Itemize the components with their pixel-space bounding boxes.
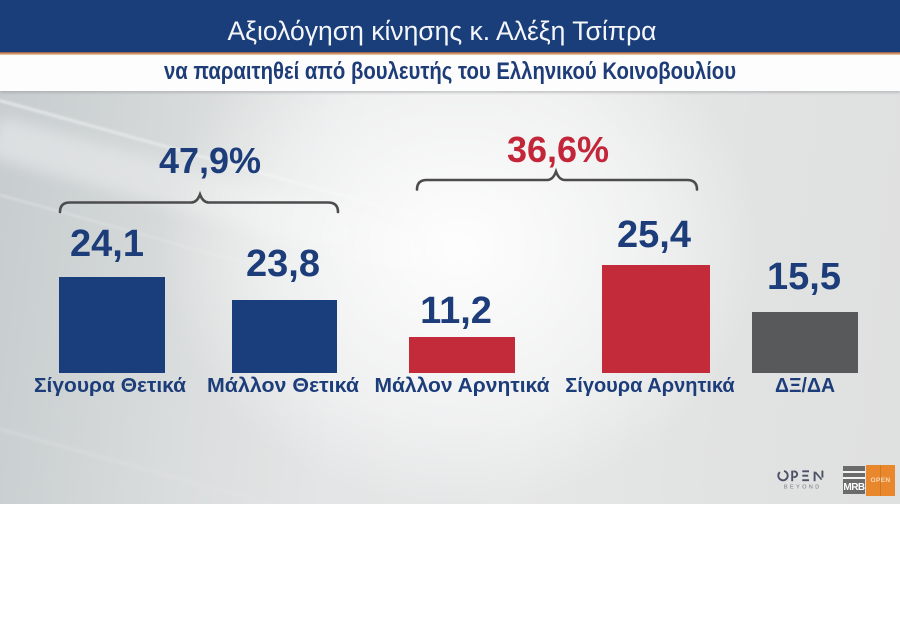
svg-text:BEYOND: BEYOND bbox=[784, 485, 822, 491]
